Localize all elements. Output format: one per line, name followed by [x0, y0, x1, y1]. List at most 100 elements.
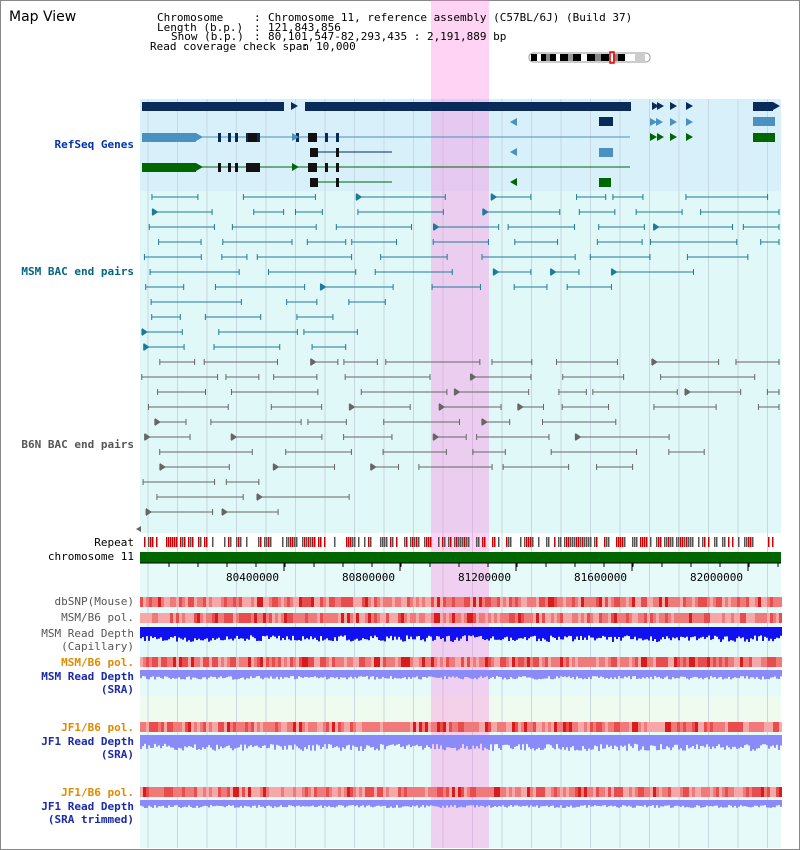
msm-depth-sra-bar — [752, 670, 754, 678]
jf1-depth-trimmed-bar — [474, 800, 476, 808]
msm-depth-capillary-bar — [308, 627, 310, 640]
track-label-msm-depth-capillary[interactable]: MSM Read Depth — [41, 627, 134, 640]
jf1-b6-pol-cell — [428, 787, 431, 797]
msm-b6-pol-cell — [242, 613, 245, 623]
msm-b6-pol-cell — [776, 657, 779, 667]
jf1-b6-pol-cell — [491, 787, 494, 797]
jf1-b6-pol-cell — [176, 722, 179, 732]
dbsnp-cell — [608, 597, 611, 607]
msm-depth-capillary-bar — [522, 627, 524, 639]
gene-arrow — [196, 133, 203, 141]
repeat-element — [266, 537, 268, 547]
track-label-msm-bac[interactable]: MSM BAC end pairs — [21, 265, 134, 278]
msm-b6-pol-cell — [773, 657, 776, 667]
repeat-element — [414, 537, 416, 547]
jf1-b6-pol-cell — [395, 787, 398, 797]
repeat-element — [350, 537, 352, 547]
track-label-b6n-bac[interactable]: B6N BAC end pairs — [21, 438, 134, 451]
header-colon: : — [254, 30, 261, 43]
jf1-b6-pol-cell — [191, 722, 194, 732]
track-label-dbsnp[interactable]: dbSNP(Mouse) — [54, 595, 134, 608]
dbsnp-cell — [443, 597, 446, 607]
dbsnp-cell — [143, 597, 146, 607]
jf1-b6-pol-cell — [191, 787, 194, 797]
msm-depth-capillary-bar — [500, 627, 502, 641]
msm-depth-sra-bar — [744, 670, 746, 679]
repeat-element — [286, 537, 288, 547]
track-label-jf1-depth[interactable]: JF1 Read Depth — [41, 735, 134, 748]
jf1-depth-trimmed-bar — [756, 800, 758, 806]
repeat-element — [704, 537, 706, 547]
msm-depth-sra-bar — [420, 670, 422, 680]
jf1-depth-bar — [528, 735, 530, 748]
msm-b6-pol-cell — [506, 613, 509, 623]
msm-b6-pol-cell — [713, 613, 716, 623]
track-label-refseq[interactable]: RefSeq Genes — [54, 138, 134, 151]
jf1-b6-pol-cell — [542, 722, 545, 732]
msm-depth-sra-bar — [410, 670, 412, 679]
dbsnp-cell — [509, 597, 512, 607]
msm-depth-capillary-bar — [268, 627, 270, 639]
msm-b6-pol-cell — [548, 613, 551, 623]
track-label-jf1-b6-pol[interactable]: JF1/B6 pol. — [61, 721, 134, 734]
jf1-b6-pol-cell — [773, 722, 776, 732]
jf1-b6-pol-cell — [227, 787, 230, 797]
jf1-depth-trimmed-bar — [200, 800, 202, 808]
msm-depth-capillary-bar — [252, 627, 254, 637]
refseq-exon — [257, 133, 260, 142]
msm-depth-capillary-bar — [728, 627, 730, 642]
track-label-jf1-b6-pol-2[interactable]: JF1/B6 pol. — [61, 786, 134, 799]
jf1-b6-pol-cell — [779, 787, 782, 797]
dbsnp-cell — [245, 597, 248, 607]
dbsnp-cell — [767, 597, 770, 607]
jf1-depth-bar — [314, 735, 316, 751]
track-label-jf1-depth-trimmed[interactable]: JF1 Read Depth — [41, 800, 134, 813]
jf1-b6-pol-cell — [707, 787, 710, 797]
msm-b6-pol-cell — [302, 613, 305, 623]
jf1-depth-bar — [480, 735, 482, 744]
track-label-chromosome[interactable]: chromosome 11 — [47, 550, 134, 563]
jf1-depth-trimmed-bar — [728, 800, 730, 806]
ideogram-band — [601, 54, 609, 61]
jf1-depth-trimmed-bar — [706, 800, 708, 806]
track-label-msm-b6-pol[interactable]: MSM/B6 pol. — [61, 611, 134, 624]
jf1-depth-bar — [356, 735, 358, 748]
jf1-depth-bar — [196, 735, 198, 750]
msm-depth-capillary-bar — [158, 627, 160, 639]
msm-depth-capillary-bar — [286, 627, 288, 637]
jf1-depth-trimmed-bar — [686, 800, 688, 807]
track-label-repeat[interactable]: Repeat — [94, 536, 134, 549]
jf1-depth-trimmed-bar — [710, 800, 712, 807]
msm-b6-pol-cell — [218, 657, 221, 667]
dbsnp-cell — [149, 597, 152, 607]
msm-b6-pol-cell — [767, 657, 770, 667]
msm-depth-sra-bar — [360, 670, 362, 677]
jf1-b6-pol-cell — [263, 722, 266, 732]
jf1-depth-bar — [366, 735, 368, 746]
jf1-b6-pol-cell — [689, 722, 692, 732]
dbsnp-cell — [209, 597, 212, 607]
repeat-element — [560, 537, 562, 547]
track-label-msm-b6-pol-2[interactable]: MSM/B6 pol. — [61, 656, 134, 669]
jf1-depth-trimmed-bar — [530, 800, 532, 806]
dbsnp-cell — [599, 597, 602, 607]
track-label-msm-depth-sra[interactable]: MSM Read Depth — [41, 670, 134, 683]
dbsnp-cell — [224, 597, 227, 607]
jf1-depth-bar — [730, 735, 732, 750]
msm-b6-pol-cell — [770, 613, 773, 623]
jf1-depth-trimmed-bar — [264, 800, 266, 808]
repeat-element — [660, 537, 662, 547]
msm-depth-sra-bar — [530, 670, 532, 678]
jf1-depth-bar — [280, 735, 282, 747]
msm-depth-capillary-bar — [778, 627, 780, 639]
jf1-b6-pol-cell — [185, 787, 188, 797]
msm-b6-pol-cell — [647, 613, 650, 623]
jf1-depth-bar — [582, 735, 584, 747]
msm-b6-pol-cell — [179, 613, 182, 623]
msm-bac-pair-arrow — [433, 223, 440, 231]
jf1-b6-pol-cell — [290, 787, 293, 797]
repeat-element — [412, 537, 414, 547]
jf1-depth-bar — [718, 735, 720, 745]
msm-b6-pol-cell — [386, 613, 389, 623]
